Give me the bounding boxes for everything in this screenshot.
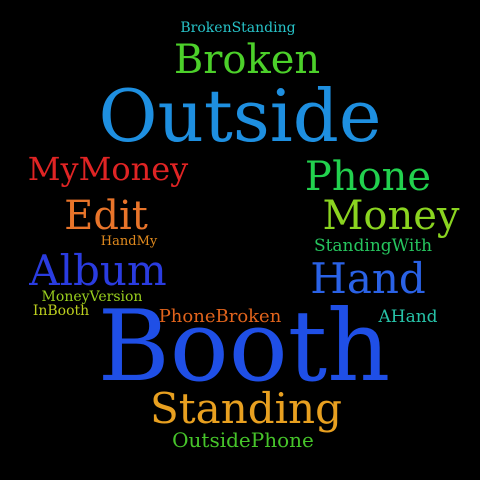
word-ahand: AHand — [378, 307, 438, 327]
word-money: Money — [322, 193, 460, 239]
word-broken: Broken — [173, 37, 321, 83]
word-edit: Edit — [64, 193, 148, 239]
word-outside: Outside — [98, 74, 382, 158]
word-phone: Phone — [304, 154, 432, 200]
word-moneyversion: MoneyVersion — [41, 289, 143, 305]
word-booth: Booth — [97, 290, 391, 404]
word-outsidephone: OutsidePhone — [172, 428, 314, 452]
word-mymoney: MyMoney — [27, 150, 189, 188]
word-hand: Hand — [310, 254, 426, 303]
word-standing: Standing — [150, 384, 342, 433]
word-inbooth: InBooth — [32, 303, 90, 319]
word-standingwith: StandingWith — [313, 236, 433, 256]
word-brokenstanding: BrokenStanding — [180, 20, 296, 36]
word-phonebroken: PhoneBroken — [158, 306, 282, 327]
word-handmy: HandMy — [100, 234, 158, 249]
word-album: Album — [29, 246, 167, 295]
